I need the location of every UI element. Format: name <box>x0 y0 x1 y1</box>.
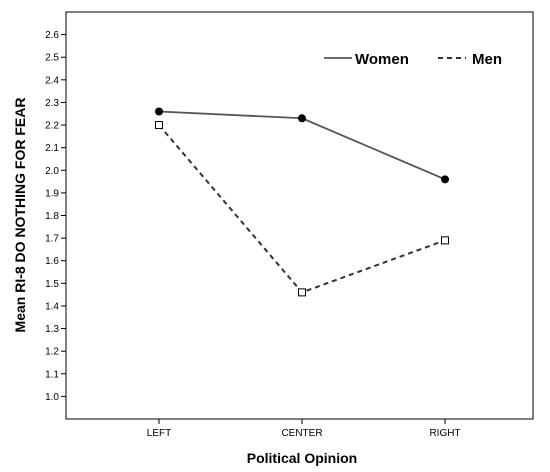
y-tick-label: 2.3 <box>45 98 59 109</box>
legend-label-women: Women <box>355 51 409 68</box>
y-tick-label: 1.3 <box>45 324 59 335</box>
x-tick-label: CENTER <box>281 428 322 439</box>
y-tick-label: 2.1 <box>45 143 59 154</box>
y-axis: 1.0 1.1 1.2 1.3 1.4 1.5 1.6 1.7 1.8 1.9 2.0 2.1 2.2 2… <box>45 30 66 403</box>
y-axis-title: Mean RI-8 DO NOTHING FOR FEAR <box>12 98 28 333</box>
y-tick-label: 2.5 <box>45 53 59 64</box>
y-tick-label: 1.7 <box>45 234 59 245</box>
y-tick-label: 1.2 <box>45 347 59 358</box>
x-tick-label: RIGHT <box>429 428 460 439</box>
y-tick-label: 2.4 <box>45 75 59 86</box>
y-tick-label: 1.5 <box>45 279 59 290</box>
plot-area <box>155 107 449 297</box>
chart-frame <box>65 11 534 420</box>
point-men <box>155 121 163 130</box>
point-women <box>441 175 449 184</box>
y-tick-label: 1.1 <box>45 369 59 380</box>
y-tick-label: 1.8 <box>45 211 59 222</box>
y-tick-label: 1.4 <box>45 301 59 312</box>
y-tick-label: 2.0 <box>45 166 59 177</box>
point-women <box>155 107 163 116</box>
legend-label-men: Men <box>472 51 502 68</box>
y-tick-label: 2.6 <box>45 30 59 41</box>
y-tick-label: 1.6 <box>45 256 59 267</box>
x-axis: LEFT CENTER RIGHT <box>147 419 461 439</box>
y-tick-label: 1.0 <box>45 392 59 403</box>
point-women <box>298 114 306 123</box>
x-tick-label: LEFT <box>147 428 171 439</box>
y-tick-label: 1.9 <box>45 188 59 199</box>
y-tick-label: 2.2 <box>45 121 59 132</box>
x-axis-title: Political Opinion <box>247 450 357 466</box>
point-men <box>298 288 306 297</box>
legend: Women Men <box>324 51 502 68</box>
point-men <box>441 236 449 245</box>
